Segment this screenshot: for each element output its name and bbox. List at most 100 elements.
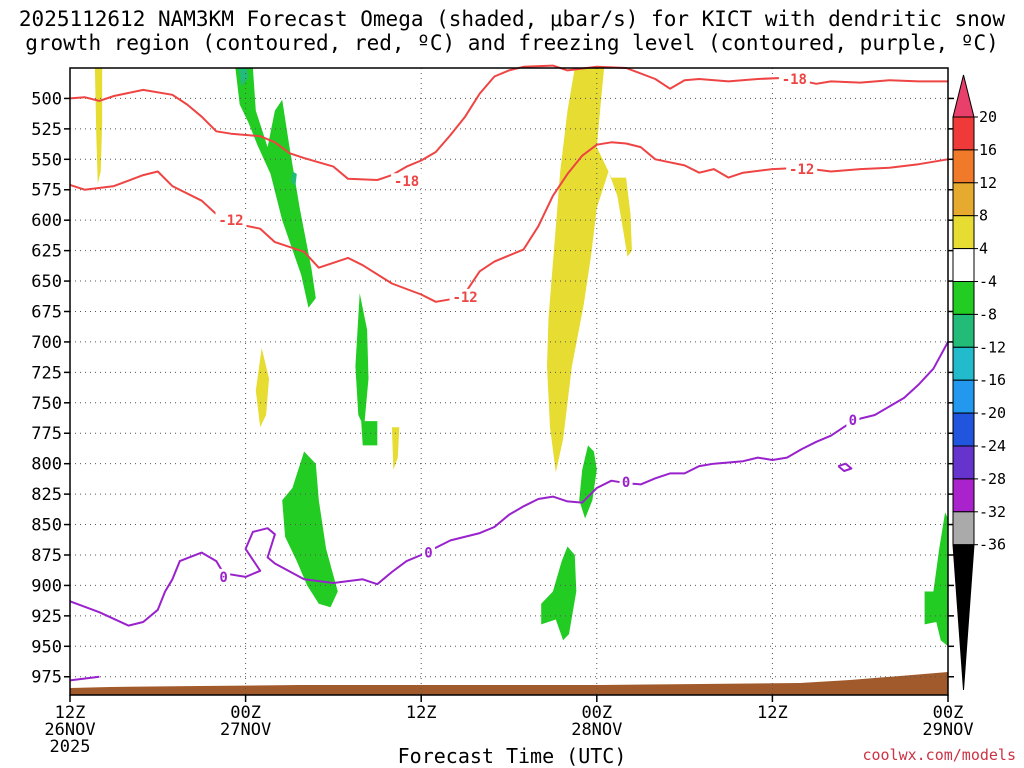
colorbar-label: 8 (979, 207, 988, 225)
colorbar-label: -28 (979, 470, 1006, 488)
contour-label: -12 (218, 213, 243, 229)
x-tick-label: 00Z (230, 703, 261, 723)
credit-link[interactable]: coolwx.com/models (862, 746, 1016, 764)
colorbar-swatch (952, 412, 975, 447)
contour-label: 0 (849, 413, 857, 429)
colorbar-label: 4 (979, 240, 988, 258)
omega-region (924, 512, 948, 647)
contour-label: 0 (219, 570, 227, 586)
x-tick-label: 00Z (581, 703, 612, 723)
y-tick-label: 575 (31, 181, 62, 201)
y-tick-label: 950 (31, 637, 62, 657)
colorbar-label: -16 (979, 371, 1006, 389)
contour-label: -18 (394, 174, 419, 190)
contour-label: 0 (622, 475, 630, 491)
y-tick-label: 875 (31, 546, 62, 566)
contour-label-bg (778, 70, 810, 86)
omega-region (235, 68, 316, 308)
colorbar-swatch (952, 445, 975, 480)
y-tick-label: 675 (31, 302, 62, 322)
colorbar-swatch (952, 248, 975, 283)
y-tick-label: 975 (31, 668, 62, 688)
contour-label: 0 (424, 546, 432, 562)
y-tick-label: 700 (31, 333, 62, 353)
omega-region (94, 68, 103, 184)
colorbar-swatch (952, 511, 975, 546)
colorbar-swatch (952, 313, 975, 348)
contour-label: -18 (782, 72, 807, 88)
x-tick-label: 12Z (406, 703, 437, 723)
chart-title-line1: 2025112612 NAM3KM Forecast Omega (shaded… (18, 7, 1006, 31)
colorbar-swatch (952, 478, 975, 513)
x-tick-label: 28NOV (571, 720, 622, 740)
contour-label-bg (786, 161, 818, 177)
y-tick-label: 625 (31, 242, 62, 262)
y-tick-label: 650 (31, 272, 62, 292)
y-tick-label: 750 (31, 394, 62, 414)
chart-title-line2: growth region (contoured, red, ºC) and f… (25, 31, 999, 55)
colorbar-label: -36 (979, 536, 1006, 554)
contour-label: -12 (789, 162, 814, 178)
x-tick-label: 2025 (50, 737, 91, 757)
colorbar-label: -4 (979, 273, 997, 291)
omega-region (391, 427, 400, 470)
colorbar-label: 12 (979, 174, 997, 192)
x-tick-label: 00Z (933, 703, 964, 723)
contour-label-bg (217, 568, 231, 584)
contour-line (69, 675, 100, 682)
omega-region (282, 451, 338, 608)
colorbar-label: -8 (979, 305, 997, 323)
y-tick-label: 775 (31, 424, 62, 444)
terrain-surface (70, 672, 948, 695)
colorbar-label: -12 (979, 338, 1006, 356)
colorbar-swatch (952, 182, 975, 217)
colorbar-swatch (952, 149, 975, 184)
x-tick-label: 27NOV (220, 720, 271, 740)
colorbar-swatch (952, 346, 975, 381)
colorbar-cap-bottom (952, 544, 975, 691)
omega-region (291, 171, 297, 187)
x-tick-label: 12Z (55, 703, 86, 723)
contour-label-bg (215, 212, 247, 228)
plot-frame (69, 67, 949, 696)
colorbar-swatch (952, 116, 975, 151)
contour-label-bg (619, 473, 633, 489)
contour-label-bg (846, 411, 860, 427)
x-tick-label: 29NOV (922, 720, 973, 740)
y-tick-label: 900 (31, 576, 62, 596)
omega-region (238, 68, 249, 87)
contour-line (69, 341, 949, 627)
omega-region (255, 348, 269, 428)
colorbar-label: -20 (979, 404, 1006, 422)
y-tick-label: 825 (31, 485, 62, 505)
x-tick-label: 26NOV (44, 720, 95, 740)
colorbar-cap-top (952, 74, 975, 118)
y-tick-label: 500 (31, 89, 62, 109)
y-tick-label: 550 (31, 150, 62, 170)
y-tick-label: 725 (31, 363, 62, 383)
omega-region (355, 293, 369, 428)
contour-label: -12 (452, 290, 477, 306)
colorbar-swatch (952, 379, 975, 414)
x-axis-title: Forecast Time (UTC) (397, 744, 627, 768)
omega-region (547, 68, 632, 473)
y-tick-label: 600 (31, 211, 62, 231)
omega-region (361, 421, 378, 446)
colorbar: 20 16 12 8 4 -4 -8 -12 -16 -20 -24 -28 -32 -36 (952, 74, 1006, 691)
y-tick-label: 525 (31, 120, 62, 140)
colorbar-swatch (952, 281, 975, 315)
y-tick-label: 800 (31, 455, 62, 475)
omega-region (579, 445, 597, 519)
colorbar-label: 16 (979, 141, 997, 159)
contour-label-bg (391, 173, 423, 189)
colorbar-swatch (952, 215, 975, 250)
contour-line (837, 462, 853, 472)
colorbar-label: -32 (979, 503, 1006, 521)
y-tick-label: 925 (31, 607, 62, 627)
omega-region (541, 546, 577, 641)
colorbar-label: -24 (979, 437, 1006, 455)
contour-label-bg (449, 288, 481, 304)
y-tick-label: 850 (31, 516, 62, 536)
contour-label-bg (422, 544, 436, 560)
